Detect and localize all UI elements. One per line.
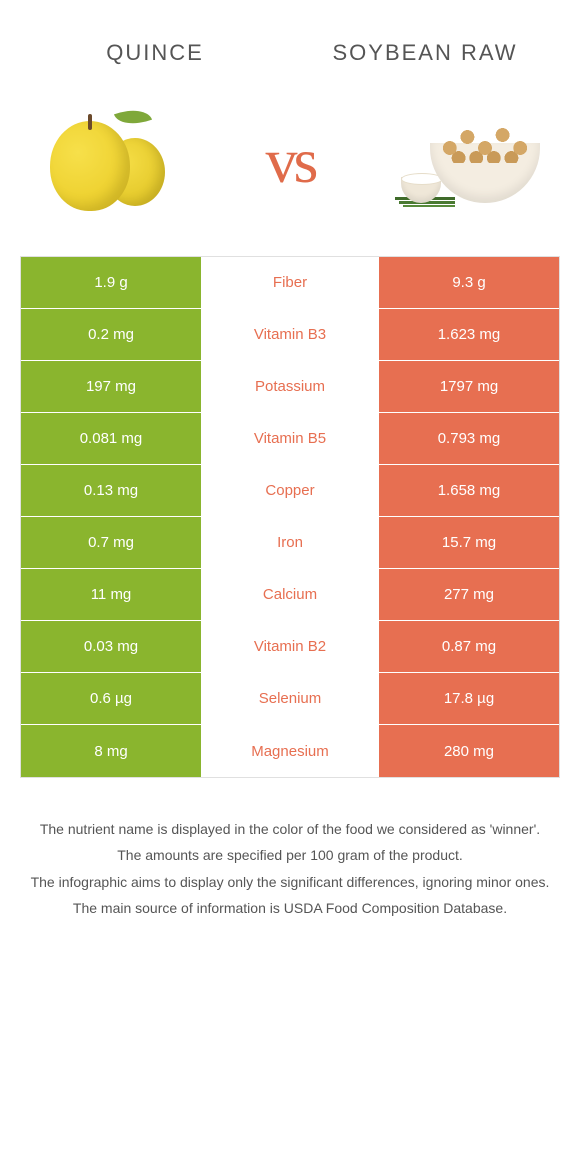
nutrient-row: 0.2 mgVitamin B31.623 mg — [21, 309, 559, 361]
left-value: 0.2 mg — [21, 309, 201, 360]
right-value: 1.623 mg — [379, 309, 559, 360]
left-value: 11 mg — [21, 569, 201, 620]
left-value: 0.7 mg — [21, 517, 201, 568]
quince-illustration — [40, 106, 180, 216]
left-value: 0.6 µg — [21, 673, 201, 724]
nutrient-row: 1.9 gFiber9.3 g — [21, 257, 559, 309]
left-value: 0.081 mg — [21, 413, 201, 464]
right-value: 9.3 g — [379, 257, 559, 308]
right-value: 0.87 mg — [379, 621, 559, 672]
footer-line-4: The main source of information is USDA F… — [30, 897, 550, 919]
nutrient-row: 0.081 mgVitamin B50.793 mg — [21, 413, 559, 465]
nutrient-row: 0.6 µgSelenium17.8 µg — [21, 673, 559, 725]
footer-notes: The nutrient name is displayed in the co… — [0, 778, 580, 944]
footer-line-2: The amounts are specified per 100 gram o… — [30, 844, 550, 866]
nutrient-row: 197 mgPotassium1797 mg — [21, 361, 559, 413]
left-value: 1.9 g — [21, 257, 201, 308]
nutrient-row: 0.03 mgVitamin B20.87 mg — [21, 621, 559, 673]
food-right-title: SOYBEAN RAW — [325, 40, 525, 66]
left-value: 8 mg — [21, 725, 201, 777]
left-value: 0.03 mg — [21, 621, 201, 672]
nutrient-label: Vitamin B3 — [201, 309, 379, 360]
nutrient-label: Vitamin B2 — [201, 621, 379, 672]
left-value: 0.13 mg — [21, 465, 201, 516]
food-left-title: QUINCE — [55, 40, 255, 66]
right-value: 17.8 µg — [379, 673, 559, 724]
nutrient-row: 0.13 mgCopper1.658 mg — [21, 465, 559, 517]
footer-line-1: The nutrient name is displayed in the co… — [30, 818, 550, 840]
nutrient-label: Vitamin B5 — [201, 413, 379, 464]
right-value: 1.658 mg — [379, 465, 559, 516]
soybean-illustration — [395, 101, 545, 221]
nutrient-label: Magnesium — [201, 725, 379, 777]
food-right-image — [390, 96, 550, 226]
nutrient-row: 11 mgCalcium277 mg — [21, 569, 559, 621]
nutrient-row: 8 mgMagnesium280 mg — [21, 725, 559, 777]
nutrient-label: Iron — [201, 517, 379, 568]
header: QUINCE SOYBEAN RAW — [0, 0, 580, 86]
nutrient-label: Copper — [201, 465, 379, 516]
left-value: 197 mg — [21, 361, 201, 412]
nutrient-row: 0.7 mgIron15.7 mg — [21, 517, 559, 569]
right-value: 0.793 mg — [379, 413, 559, 464]
nutrient-label: Fiber — [201, 257, 379, 308]
nutrient-label: Calcium — [201, 569, 379, 620]
right-value: 1797 mg — [379, 361, 559, 412]
vs-label: vs — [266, 124, 315, 198]
nutrient-table: 1.9 gFiber9.3 g0.2 mgVitamin B31.623 mg1… — [20, 256, 560, 778]
footer-line-3: The infographic aims to display only the… — [30, 871, 550, 893]
food-left-image — [30, 96, 190, 226]
nutrient-label: Potassium — [201, 361, 379, 412]
right-value: 277 mg — [379, 569, 559, 620]
hero-row: vs — [0, 86, 580, 256]
nutrient-label: Selenium — [201, 673, 379, 724]
right-value: 15.7 mg — [379, 517, 559, 568]
right-value: 280 mg — [379, 725, 559, 777]
